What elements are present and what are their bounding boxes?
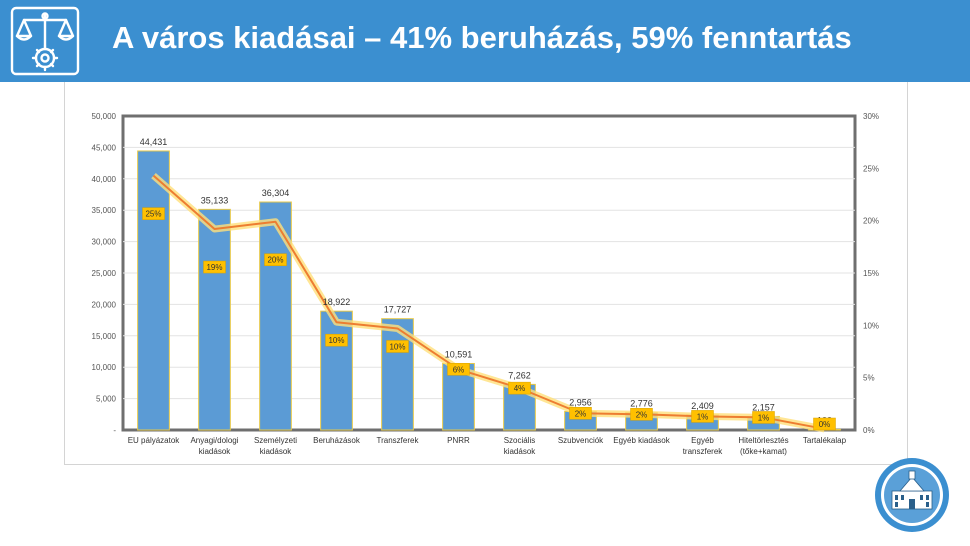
x-axis-category-label: kiadások bbox=[504, 447, 537, 456]
percent-label-box bbox=[447, 363, 470, 376]
y-axis-tick-label: 30,000 bbox=[92, 238, 117, 247]
percent-label-box bbox=[630, 408, 653, 421]
bar-value-label: 2,956 bbox=[569, 397, 592, 407]
percent-label: 2% bbox=[575, 409, 587, 418]
y-axis-tick-label: 40,000 bbox=[92, 175, 117, 184]
x-axis-category-label: kiadások bbox=[199, 447, 232, 456]
bar bbox=[320, 310, 353, 431]
percent-label: 1% bbox=[697, 412, 709, 421]
percent-label: 4% bbox=[514, 384, 526, 393]
bar-value-label: 17,727 bbox=[384, 305, 412, 315]
y-axis-tick-label: 15,000 bbox=[92, 332, 117, 341]
percent-label: 0% bbox=[819, 420, 831, 429]
justice-scale-gear-icon bbox=[10, 6, 80, 76]
percent-line bbox=[152, 174, 825, 430]
bar-value-label: 10,591 bbox=[445, 349, 473, 359]
expenditure-chart: - 5,000 10,000 15,000 20,000 25,000 30,000 35,0… bbox=[92, 112, 879, 456]
bar bbox=[198, 208, 231, 431]
x-axis-category-label: transzferek bbox=[683, 447, 724, 456]
bar-value-label: 2,157 bbox=[752, 402, 775, 412]
city-hall-crest-icon bbox=[875, 458, 949, 532]
x-axis-category-label: PNRR bbox=[447, 436, 470, 445]
x-axis-category-label: Beruházások bbox=[313, 436, 361, 445]
y-axis-tick-label: 35,000 bbox=[92, 206, 117, 215]
x-axis-category-label: Egyéb bbox=[691, 436, 714, 445]
percent-label: 25% bbox=[145, 210, 161, 219]
y2-axis-tick-label: 10% bbox=[863, 321, 879, 330]
y-axis-tick-label: 25,000 bbox=[92, 269, 117, 278]
page-title: A város kiadásai – 41% beruházás, 59% fe… bbox=[112, 20, 852, 55]
percent-label-box bbox=[508, 381, 531, 395]
header-bar: A város kiadásai – 41% beruházás, 59% fe… bbox=[0, 0, 970, 82]
percent-label-box bbox=[142, 207, 165, 220]
percent-label-box bbox=[386, 340, 409, 353]
chart-frame: - 5,000 10,000 15,000 20,000 25,000 30,000 35,0… bbox=[64, 82, 908, 465]
bar-value-label: 35,133 bbox=[201, 195, 229, 205]
x-axis-category-label: Transzferek bbox=[377, 436, 420, 445]
bar-value-label: 36,304 bbox=[262, 188, 290, 198]
y-axis-tick-label: 45,000 bbox=[92, 143, 117, 152]
percent-label: 19% bbox=[206, 263, 222, 272]
x-axis-category-label: Egyéb kiadások bbox=[613, 436, 670, 445]
x-axis-category-label: EU pályázatok bbox=[128, 436, 181, 445]
percent-label: 10% bbox=[389, 342, 405, 351]
x-axis-category-label: Hiteltörlesztés bbox=[738, 436, 788, 445]
bar-value-label: 7,262 bbox=[508, 370, 531, 380]
y-axis-tick-label: - bbox=[113, 426, 116, 435]
percent-line-glow bbox=[151, 173, 826, 433]
percent-label: 10% bbox=[328, 336, 344, 345]
bar-value-label: 44,431 bbox=[140, 137, 168, 147]
percent-label: 1% bbox=[758, 413, 770, 422]
percent-label-box bbox=[691, 410, 714, 423]
y-axis-tick-label: 50,000 bbox=[92, 112, 117, 121]
percent-label-box bbox=[569, 407, 592, 420]
x-axis-category-label: Szociális bbox=[504, 436, 536, 445]
x-axis-category-label: kiadások bbox=[260, 447, 293, 456]
percent-label: 20% bbox=[267, 256, 283, 265]
x-axis-category-label: Anyagi/dologi bbox=[190, 436, 238, 445]
y2-axis-tick-label: 20% bbox=[863, 217, 879, 226]
bar-value-label: 2,776 bbox=[630, 399, 653, 409]
x-axis-category-label: (tőke+kamat) bbox=[740, 447, 787, 456]
y2-axis-tick-label: 30% bbox=[863, 112, 879, 121]
x-axis-category-label: Tartalékalap bbox=[803, 436, 847, 445]
percent-label-box bbox=[325, 333, 348, 347]
y-axis-tick-label: 5,000 bbox=[96, 395, 117, 404]
bar-value-label: 2,409 bbox=[691, 401, 714, 411]
x-axis-category-label: Szubvenciók bbox=[558, 436, 604, 445]
y-axis-tick-label: 10,000 bbox=[92, 363, 117, 372]
percent-label: 6% bbox=[453, 365, 465, 374]
percent-label: 2% bbox=[636, 410, 648, 419]
percent-label-box bbox=[752, 411, 775, 424]
y2-axis-tick-label: 15% bbox=[863, 269, 879, 278]
y2-axis-tick-label: 25% bbox=[863, 164, 879, 173]
x-axis-category-label: Személyzeti bbox=[254, 436, 297, 445]
bar bbox=[137, 150, 170, 431]
percent-label-box bbox=[264, 253, 287, 266]
bar-value-label: 18,922 bbox=[323, 297, 351, 307]
percent-label-box bbox=[813, 417, 836, 431]
y-axis-tick-label: 20,000 bbox=[92, 300, 117, 309]
y2-axis-tick-label: 0% bbox=[863, 426, 875, 435]
percent-label-box bbox=[203, 260, 226, 274]
y2-axis-tick-label: 5% bbox=[863, 374, 875, 383]
